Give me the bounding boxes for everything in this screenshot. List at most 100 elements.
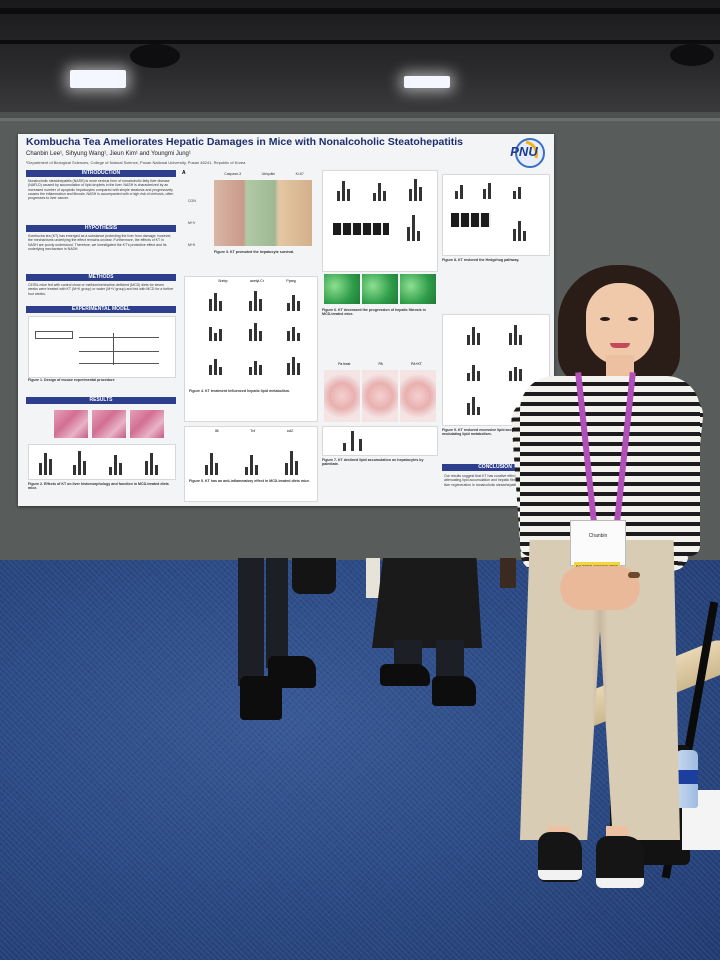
figure-8-caption: Figure 8. KT restored the Hedgehog pathw… (442, 258, 548, 288)
figure-6-charts (322, 170, 438, 272)
presenter-hands (560, 566, 640, 610)
oil-red-image (324, 370, 360, 422)
sneaker-sole (596, 878, 644, 888)
handbag (292, 558, 336, 594)
section-header-introduction: INTRODUCTION (26, 170, 176, 177)
dress-shoe (432, 676, 476, 706)
introduction-text: Nonalcoholic steatohepatitis (NASH) is m… (28, 179, 174, 201)
figure-9-caption: Figure 9. KT restored excessive lipid ac… (442, 428, 548, 462)
poster-authors: Chanbin Lee¹, Sihyung Wang¹, Jieun Kim¹ … (26, 151, 191, 157)
fibrosis-image (324, 274, 360, 304)
hypothesis-text: Kombucha tea (KT) has emerged as a subst… (28, 234, 172, 251)
histology-image (130, 410, 164, 438)
oil-red-image (362, 370, 398, 422)
section-header-methods: METHODS (26, 274, 176, 281)
figure-4-headers: Srebp acetyl-Cr Pparg (207, 279, 307, 283)
eye (628, 317, 638, 321)
group-label: M+V (188, 221, 196, 225)
group-label: M+K (188, 243, 196, 247)
section-header-experimental-model: EXPERIMENTAL MODEL (26, 306, 176, 313)
ceiling-vent (670, 44, 714, 66)
figure-4-bar-charts: Srebp acetyl-Cr Pparg Figure 4. KT treat… (184, 276, 318, 422)
timeline-line (79, 351, 159, 352)
fig3-header: Caspase-3 (224, 172, 242, 176)
background-leg (500, 558, 516, 588)
ceiling-beam (0, 8, 720, 14)
figure-6-caption-text: Figure 6. KT decreased the progression o… (322, 308, 426, 317)
timeline-line (79, 363, 159, 364)
figure-4-caption: Figure 4. KT treatment influenced hepati… (189, 389, 313, 417)
histology-image (54, 410, 88, 438)
figure-9-caption-text: Figure 9. KT restored excessive lipid ac… (442, 428, 534, 437)
fibrosis-image (362, 274, 398, 304)
ceiling-light (404, 76, 450, 88)
panel-label: A (182, 170, 186, 176)
dress-shoe (380, 664, 430, 686)
figure-3-caption: Figure 3. KT promoted the hepatocyte sur… (214, 250, 314, 268)
ceiling-light (70, 70, 126, 88)
figure-3-staining-images (214, 180, 312, 246)
figure-2-bar-charts (28, 444, 176, 480)
university-logo (515, 138, 545, 168)
smile (610, 343, 630, 348)
name-badge: Chanbin (570, 520, 626, 566)
ceiling-beam (0, 40, 720, 44)
group-labels: CON M+V M+K (188, 190, 208, 256)
poster-title: Kombucha Tea Ameliorates Hepatic Damages… (26, 136, 464, 148)
fig7-header: Pa treat (338, 362, 351, 366)
figure-5-bar-charts: Il6 Tnf ccl2 Figure 5. KT has an anti-in… (184, 426, 318, 502)
fig4-header: acetyl-Cr (249, 279, 264, 283)
figure-8-caption-text: Figure 8. KT restored the Hedgehog pathw… (442, 258, 520, 262)
figure-1-caption-text: Figure 1. Design of mouse experimental p… (28, 378, 115, 382)
figure-5-caption-text: Figure 5. KT has an anti-inflammatory ef… (189, 479, 311, 483)
experimental-model-diagram (28, 316, 176, 378)
sneaker-sole (538, 870, 582, 880)
methods-text: C57BL mice fed with control chow or meth… (28, 283, 174, 296)
figure-4-caption-text: Figure 4. KT treatment influenced hepati… (189, 389, 291, 393)
section-header-hypothesis: HYPOTHESIS (26, 225, 176, 232)
badge-name: Chanbin (588, 533, 608, 539)
figure-7-bar-chart (322, 426, 438, 456)
person-leg (266, 558, 288, 668)
figure-7-headers: Pa treat PA PA+KT (324, 362, 436, 366)
figure-3-caption-text: Figure 3. KT promoted the hepatocyte sur… (214, 250, 295, 254)
research-poster: Kombucha Tea Ameliorates Hepatic Damages… (18, 134, 554, 506)
fig3-header: Ubiquitin (261, 172, 276, 176)
figure-2-caption: Figure 2. Effects of KT on liver histomo… (28, 482, 174, 502)
figure-5-caption: Figure 5. KT has an anti-inflammatory ef… (189, 479, 313, 499)
university-logo-text: PNU (510, 144, 538, 159)
group-label: CON (188, 199, 196, 203)
section-header-results: RESULTS (26, 397, 176, 404)
fig5-header: ccl2 (286, 429, 294, 433)
fig4-header: Srebp (218, 279, 228, 283)
figure-8-charts (442, 174, 550, 256)
western-blot (451, 213, 491, 227)
figure-2-caption-text: Figure 2. Effects of KT on liver histomo… (28, 482, 169, 491)
histology-image (92, 410, 126, 438)
person-coat (372, 558, 482, 648)
fig7-header: PA (378, 362, 383, 366)
figure-1-caption: Figure 1. Design of mouse experimental p… (28, 378, 174, 392)
conclusion-text: Our results suggest that KT has curative… (444, 474, 546, 487)
fig5-header: Tnf (250, 429, 256, 433)
oil-red-image (400, 370, 436, 422)
timeline-line (79, 337, 159, 338)
fig4-header: Pparg (286, 279, 296, 283)
western-blot (333, 223, 389, 235)
fig5-header: Il6 (214, 429, 219, 433)
timeline-box (35, 331, 73, 339)
dress-shoe (268, 656, 316, 688)
eye (600, 317, 610, 321)
section-header-conclusion: CONCLUSION (442, 464, 548, 471)
white-bag (366, 558, 380, 598)
wristwatch (628, 572, 640, 578)
fig7-header: PA+KT (411, 362, 422, 366)
fig3-header: Ki-67 (295, 172, 304, 176)
presenter-face (586, 283, 654, 365)
person-leg (238, 558, 264, 686)
fibrosis-image (400, 274, 436, 304)
poster-affiliation: ¹Department of Biological Sciences, Coll… (26, 160, 246, 165)
figure-7-caption-text: Figure 7. KT declined lipid accumulation… (322, 458, 424, 467)
timeline-line (113, 333, 114, 365)
ceiling (0, 0, 720, 112)
